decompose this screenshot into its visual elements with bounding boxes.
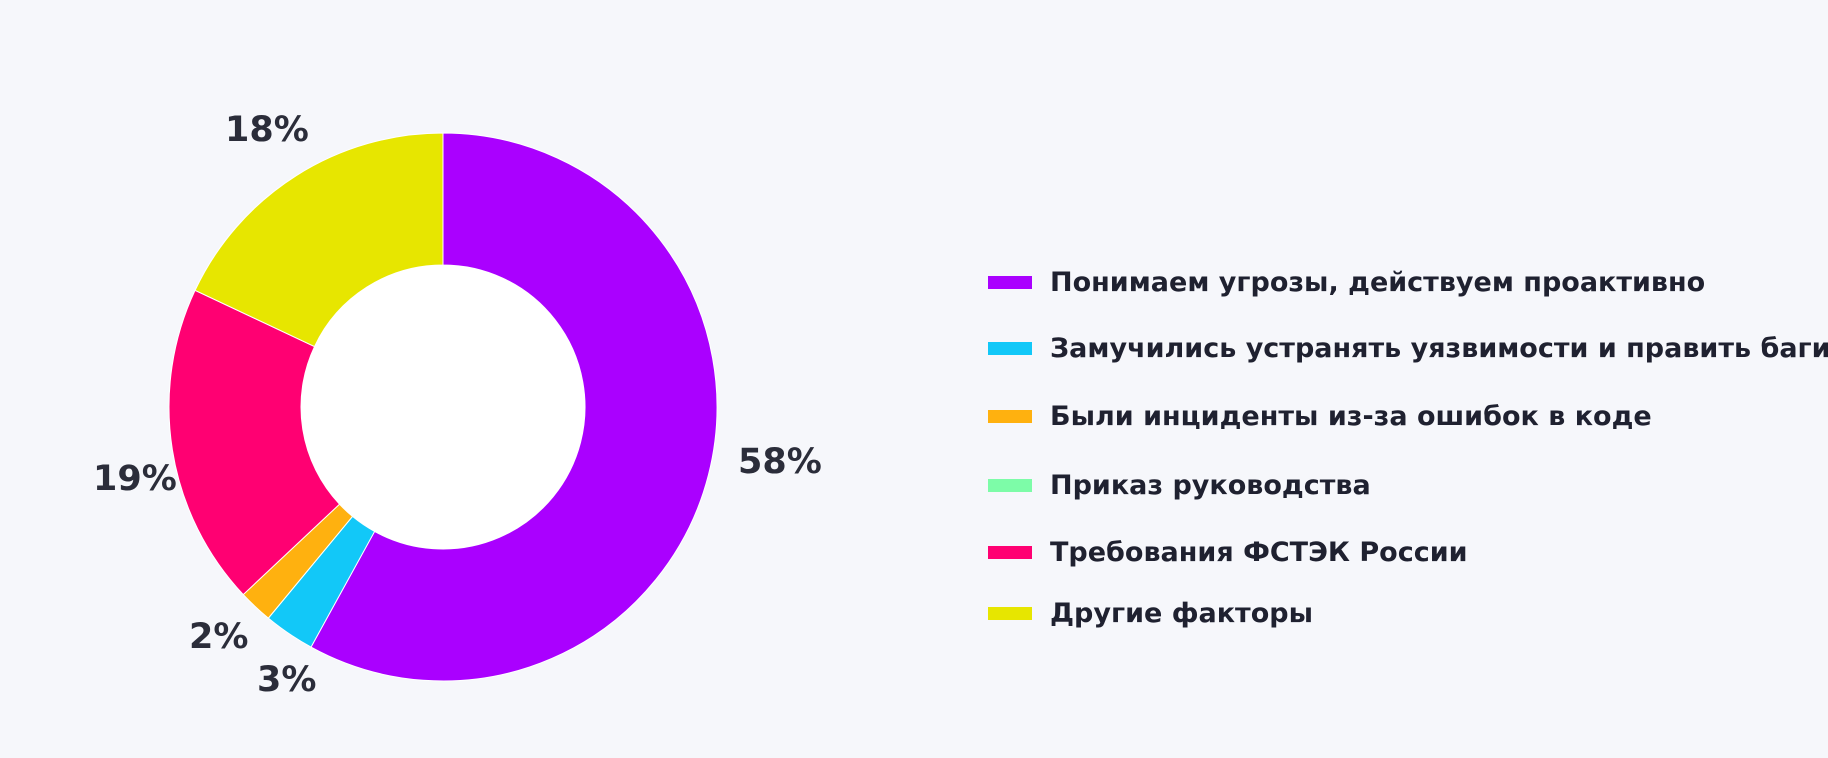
legend-swatch [988, 545, 1032, 559]
donut-slice-4 [168, 289, 341, 596]
legend-swatch [988, 275, 1032, 289]
legend-label: Другие факторы [1050, 597, 1313, 629]
legend-label: Замучились устранять уязвимости и правит… [1050, 332, 1828, 364]
legend-swatch [988, 341, 1032, 355]
slice-label-1: 3% [257, 660, 317, 700]
legend-label: Понимаем угрозы, действуем проактивно [1050, 266, 1706, 298]
slice-label-5: 18% [225, 110, 309, 150]
legend-label: Требования ФСТЭК России [1050, 536, 1468, 568]
legend-swatch [988, 478, 1032, 492]
slice-label-0: 58% [738, 442, 822, 482]
legend-item-other-factors: Другие факторы [988, 593, 1313, 633]
legend-item-incidents: Были инциденты из-за ошибок в коде [988, 396, 1652, 436]
legend-item-management-order: Приказ руководства [988, 465, 1371, 505]
legend-swatch [988, 409, 1032, 423]
legend-item-vulnerabilities: Замучились устранять уязвимости и правит… [988, 328, 1828, 368]
legend-label: Приказ руководства [1050, 469, 1371, 501]
slice-label-4: 19% [93, 459, 177, 499]
legend-item-fstec-requirements: Требования ФСТЭК России [988, 532, 1468, 572]
legend-swatch [988, 606, 1032, 620]
slice-label-2: 2% [189, 617, 249, 657]
donut-hole [301, 265, 585, 549]
legend-item-proactive: Понимаем угрозы, действуем проактивно [988, 262, 1705, 302]
legend-label: Были инциденты из-за ошибок в коде [1050, 400, 1652, 432]
